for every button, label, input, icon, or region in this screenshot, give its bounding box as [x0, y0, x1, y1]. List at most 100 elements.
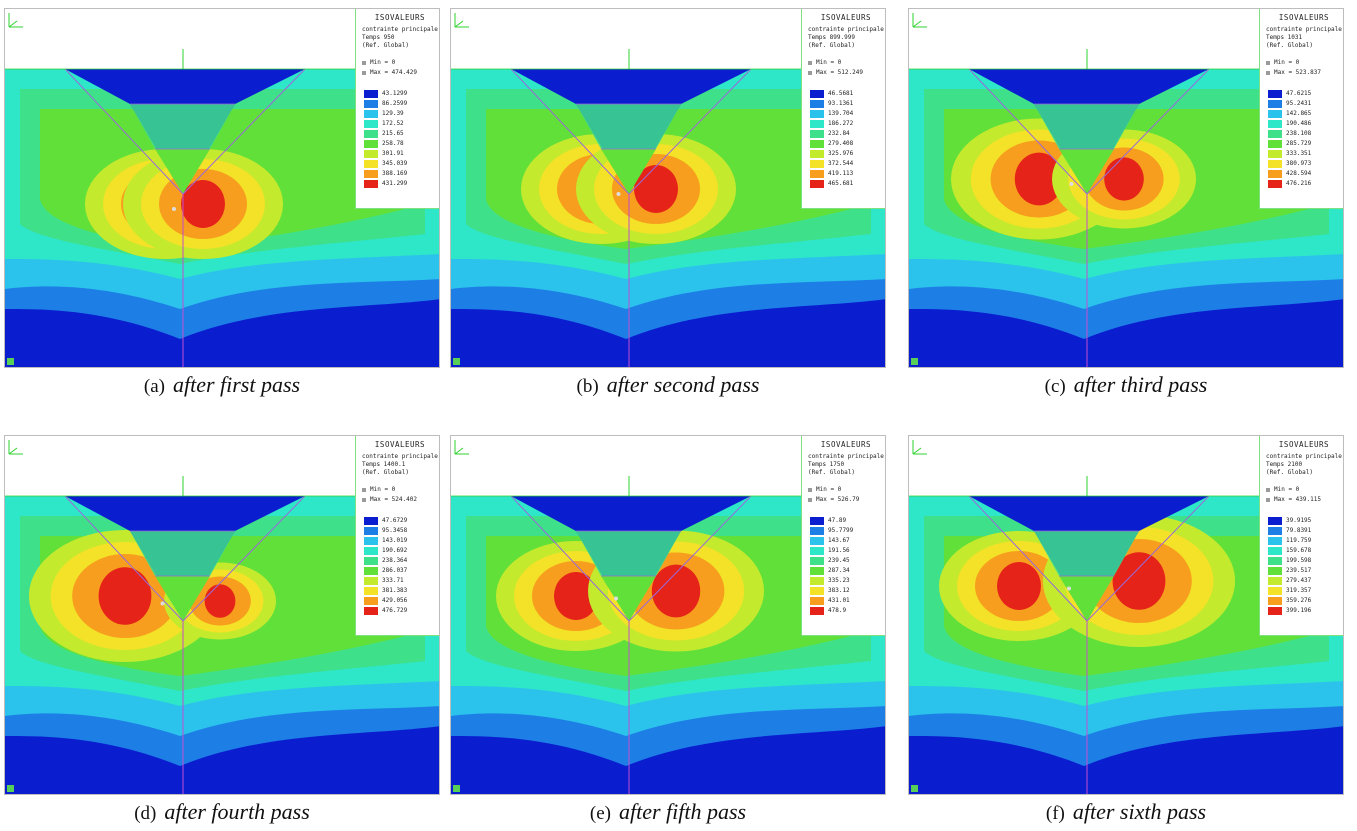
- panel-caption: (d) after fourth pass: [4, 799, 440, 825]
- legend-value: 190.486: [1286, 119, 1311, 129]
- legend-value: 172.52: [382, 119, 404, 129]
- legend-swatch: [364, 130, 378, 138]
- legend-value: 325.976: [828, 149, 853, 159]
- legend-value: 139.704: [828, 109, 853, 119]
- legend-value: 239.45: [828, 556, 850, 566]
- legend-value: 333.71: [382, 576, 404, 586]
- legend-value: 388.169: [382, 169, 407, 179]
- legend-swatch: [1268, 597, 1282, 605]
- legend-swatch: [810, 607, 824, 615]
- legend-swatch: [364, 100, 378, 108]
- legend-value: 372.544: [828, 159, 853, 169]
- panel-c: ISOVALEURS contrainte principale Temps 103…: [908, 8, 1344, 368]
- legend-value: 380.973: [1286, 159, 1311, 169]
- legend-swatch: [1268, 607, 1282, 615]
- legend-max: Max = 474.429: [362, 69, 417, 76]
- legend-value: 428.594: [1286, 169, 1311, 179]
- contour-plot: ISOVALEURS contrainte principale Temps 175…: [450, 435, 886, 795]
- legend-quantity: contrainte principale: [362, 26, 438, 33]
- legend-swatch: [810, 130, 824, 138]
- legend-value: 359.276: [1286, 596, 1311, 606]
- legend-title: ISOVALEURS: [1266, 13, 1342, 22]
- legend-swatch: [364, 160, 378, 168]
- legend-value: 129.39: [382, 109, 404, 119]
- legend-swatch: [810, 160, 824, 168]
- legend-time: Temps 1031: [1266, 34, 1302, 41]
- legend-value: 383.12: [828, 586, 850, 596]
- legend-value: 476.216: [1286, 179, 1311, 189]
- legend-value: 431.01: [828, 596, 850, 606]
- legend-max: Max = 523.837: [1266, 69, 1321, 76]
- legend: ISOVALEURS contrainte principale Temps 899…: [801, 9, 886, 209]
- legend-swatch: [1268, 170, 1282, 178]
- legend-swatch: [810, 597, 824, 605]
- legend-value: 319.357: [1286, 586, 1311, 596]
- panel-caption: (c) after third pass: [908, 372, 1344, 398]
- hot-lobe: [205, 584, 236, 618]
- corner-marker: [7, 358, 14, 365]
- contour-plot: ISOVALEURS contrainte principale Temps 103…: [908, 8, 1344, 368]
- panel-caption: (b) after second pass: [450, 372, 886, 398]
- legend-swatch: [364, 170, 378, 178]
- panel-b: ISOVALEURS contrainte principale Temps 899…: [450, 8, 886, 368]
- top-void: [909, 436, 1259, 496]
- legend-swatch: [364, 547, 378, 555]
- legend-value: 333.351: [1286, 149, 1311, 159]
- legend-value: 232.84: [828, 129, 850, 139]
- caption-letter: (b): [577, 376, 599, 397]
- legend-value: 279.408: [828, 139, 853, 149]
- legend-swatch: [1268, 100, 1282, 108]
- legend-ref: (Ref. Global): [808, 42, 855, 49]
- legend-value: 47.6215: [1286, 89, 1311, 99]
- legend-swatch: [1268, 90, 1282, 98]
- legend-ref: (Ref. Global): [362, 469, 409, 476]
- corner-marker: [453, 785, 460, 792]
- legend-swatch: [810, 180, 824, 188]
- legend-max: Max = 524.402: [362, 496, 417, 503]
- legend-value: 238.108: [1286, 129, 1311, 139]
- legend-swatch: [1268, 130, 1282, 138]
- legend-swatch: [810, 557, 824, 565]
- legend-swatch: [1268, 527, 1282, 535]
- legend-ref: (Ref. Global): [362, 42, 409, 49]
- hot-lobe: [997, 562, 1041, 610]
- legend-min: Min = 0: [362, 486, 395, 493]
- caption-letter: (d): [134, 803, 156, 824]
- caption-text: after third pass: [1074, 372, 1208, 397]
- legend-min: Min = 0: [1266, 59, 1299, 66]
- legend-value: 238.364: [382, 556, 407, 566]
- max-marker: [1067, 587, 1071, 591]
- legend-time: Temps 2100: [1266, 461, 1302, 468]
- legend-value: 95.2431: [1286, 99, 1311, 109]
- legend-value: 381.383: [382, 586, 407, 596]
- axis-indicator-icon: [451, 9, 471, 29]
- corner-marker: [911, 785, 918, 792]
- legend-swatch: [1268, 180, 1282, 188]
- caption-letter: (c): [1045, 376, 1066, 397]
- legend-swatch: [810, 537, 824, 545]
- legend-swatch: [1268, 160, 1282, 168]
- caption-letter: (a): [144, 376, 165, 397]
- legend-value: 465.681: [828, 179, 853, 189]
- legend-value: 46.5681: [828, 89, 853, 99]
- legend-swatch: [364, 527, 378, 535]
- legend-value: 258.78: [382, 139, 404, 149]
- legend-swatch: [364, 517, 378, 525]
- panel-a: ISOVALEURS contrainte principale Temps 950…: [4, 8, 440, 368]
- legend-ref: (Ref. Global): [1266, 42, 1313, 49]
- legend-value: 143.019: [382, 536, 407, 546]
- contour-plot: ISOVALEURS contrainte principale Temps 140…: [4, 435, 440, 795]
- legend-value: 301.91: [382, 149, 404, 159]
- legend-swatch: [1268, 547, 1282, 555]
- legend-min: Min = 0: [808, 59, 841, 66]
- axis-indicator-icon: [909, 436, 929, 456]
- legend-swatch: [1268, 567, 1282, 575]
- caption-letter: (f): [1046, 803, 1065, 824]
- caption-text: after sixth pass: [1073, 799, 1206, 824]
- legend-title: ISOVALEURS: [1266, 440, 1342, 449]
- panel-caption: (f) after sixth pass: [908, 799, 1344, 825]
- legend-value: 335.23: [828, 576, 850, 586]
- legend-value: 285.729: [1286, 139, 1311, 149]
- legend-swatch: [364, 180, 378, 188]
- legend-value: 478.9: [828, 606, 846, 616]
